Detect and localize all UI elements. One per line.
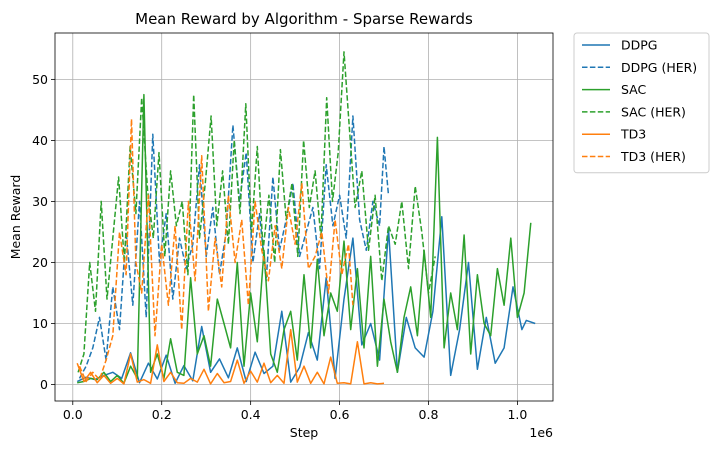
series-line-ddpg-her: [78, 115, 390, 379]
y-axis-label: Mean Reward: [8, 175, 23, 260]
y-tick-label: 40: [32, 133, 48, 148]
y-tick-label: 0: [40, 377, 48, 392]
series-lines: [76, 51, 536, 385]
legend-label: TD3 (HER): [620, 149, 686, 164]
plot-frame: [54, 32, 554, 402]
series-line-td3-her: [78, 118, 354, 383]
x-axis-label: Step: [290, 425, 319, 440]
legend-label: SAC: [621, 82, 646, 97]
x-tick-label: 0.8: [419, 407, 439, 422]
series-line-ddpg: [76, 215, 536, 385]
y-tick-label: 50: [32, 72, 48, 87]
y-tick-label: 10: [32, 316, 48, 331]
chart-title: Mean Reward by Algorithm - Sparse Reward…: [135, 10, 473, 28]
legend-label: SAC (HER): [621, 104, 686, 119]
legend-label: DDPG: [621, 38, 657, 53]
legend-label: DDPG (HER): [621, 60, 697, 75]
x-tick-label: 0.0: [63, 407, 83, 422]
y-tick-label: 20: [32, 255, 48, 270]
x-axis-offset-label: 1e6: [529, 425, 553, 440]
y-tick-label: 30: [32, 194, 48, 209]
x-tick-label: 0.2: [152, 407, 172, 422]
axis-ticks: 0.0 0.2 0.4 0.6 0.8 1.0 0 10 20 30 40 50: [32, 72, 527, 422]
legend-label: TD3: [620, 127, 646, 142]
series-line-sac-her: [77, 51, 436, 373]
series-line-td3: [76, 328, 385, 385]
x-tick-label: 0.6: [330, 407, 350, 422]
legend: DDPG DDPG (HER) SAC SAC (HER) TD3 TD3 (HER): [573, 32, 710, 174]
x-tick-label: 0.4: [241, 407, 261, 422]
x-tick-label: 1.0: [507, 407, 527, 422]
